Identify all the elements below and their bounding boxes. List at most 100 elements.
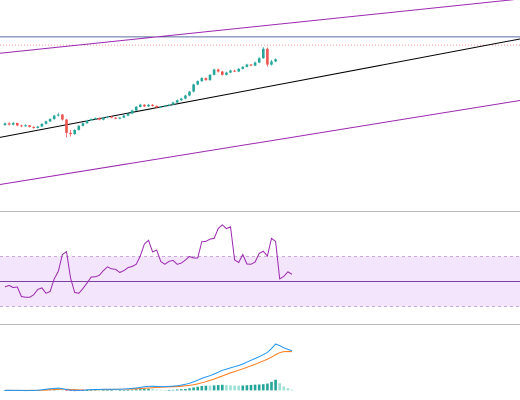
histogram-bar: [171, 389, 175, 391]
candle-body: [192, 84, 195, 92]
histogram-bar: [282, 386, 286, 391]
candle-body: [262, 48, 265, 59]
candle-body: [134, 106, 138, 111]
candle-body: [200, 78, 204, 82]
histogram-bar: [245, 385, 249, 391]
macd-line: [4, 343, 293, 392]
histogram-bar: [159, 389, 163, 391]
histogram-bar: [155, 389, 158, 391]
candle-body: [69, 132, 72, 135]
histogram-bar: [118, 390, 122, 391]
candle-body: [208, 74, 212, 81]
macd-panel: [3, 343, 294, 392]
candle-body: [130, 110, 134, 114]
histogram-bar: [110, 390, 113, 391]
candle-body: [36, 126, 40, 128]
candle-body: [212, 69, 216, 75]
candle-body: [11, 123, 15, 125]
candle-body: [249, 64, 253, 66]
oscillator-panel: [0, 224, 520, 307]
histogram-bar: [114, 390, 117, 391]
histogram-bar: [200, 385, 204, 391]
candle-body: [89, 119, 93, 121]
histogram-bar: [151, 389, 154, 391]
candle-body: [65, 119, 68, 133]
channel-upper-line: [0, 0, 516, 54]
candle-body: [233, 70, 236, 72]
candle-body: [52, 115, 56, 120]
candle-body: [122, 115, 126, 118]
histogram-bar: [208, 385, 212, 391]
candle-body: [32, 126, 35, 128]
histogram-bar: [237, 385, 240, 391]
trendline: [0, 38, 520, 138]
histogram-bar: [253, 384, 257, 391]
histogram-bar: [134, 389, 138, 391]
candle-body: [102, 117, 105, 120]
histogram-bar: [61, 389, 64, 391]
candle-body: [73, 129, 76, 135]
candle-body: [57, 114, 60, 116]
histogram-bar: [266, 383, 269, 391]
candle-body: [266, 48, 269, 65]
candle-body: [184, 95, 187, 99]
histogram-bar: [229, 385, 232, 391]
histogram-bar: [167, 389, 171, 391]
price-panel: [0, 0, 520, 185]
candle-body: [245, 64, 249, 67]
candle-body: [221, 71, 224, 75]
candle-body: [110, 116, 113, 118]
candle-body: [106, 116, 109, 118]
histogram-bar: [257, 384, 261, 391]
candle-body: [44, 121, 48, 124]
histogram-bar: [196, 386, 199, 391]
histogram-bar: [249, 384, 253, 391]
histogram-bar: [143, 388, 146, 391]
histogram-bar: [147, 388, 150, 391]
oscillator-line: [4, 224, 293, 298]
candle-body: [3, 123, 7, 126]
candle-body: [159, 106, 163, 108]
histogram-bar: [98, 390, 101, 391]
histogram-bar: [241, 385, 245, 391]
histogram-bar: [126, 389, 130, 391]
candle-body: [126, 113, 130, 116]
candle-body: [196, 81, 199, 85]
histogram-bar: [163, 389, 167, 391]
histogram-bar: [212, 385, 216, 391]
histogram-bar: [286, 388, 290, 391]
histogram-bar: [278, 383, 281, 391]
candle-body: [48, 119, 52, 122]
candle-body: [253, 62, 257, 66]
candle-body: [28, 125, 31, 127]
candle-body: [98, 118, 101, 120]
candle-body: [229, 70, 232, 73]
candle-body: [180, 98, 183, 101]
candle-body: [257, 58, 261, 63]
candle-body: [147, 104, 150, 107]
candle-body: [85, 120, 89, 124]
histogram-bar: [93, 390, 97, 391]
candle-body: [241, 66, 245, 69]
candle-body: [77, 125, 81, 130]
histogram-bar: [69, 390, 72, 392]
histogram-bar: [184, 388, 187, 391]
candle-body: [93, 118, 97, 120]
histogram-bar: [221, 384, 224, 391]
candle-body: [7, 123, 11, 125]
candle-body: [204, 78, 208, 81]
histogram-bar: [139, 389, 142, 391]
histogram-bar: [180, 389, 183, 391]
histogram-bar: [216, 385, 220, 391]
candle-body: [225, 72, 228, 75]
channel-lower-line: [0, 99, 520, 185]
candle-body: [16, 123, 19, 126]
candle-body: [81, 123, 85, 126]
histogram-bar: [89, 390, 93, 391]
candle-body: [139, 104, 142, 107]
histogram-bar: [188, 388, 191, 391]
histogram-bar: [204, 385, 208, 391]
candle-body: [20, 125, 23, 127]
histogram-bar: [192, 387, 195, 391]
